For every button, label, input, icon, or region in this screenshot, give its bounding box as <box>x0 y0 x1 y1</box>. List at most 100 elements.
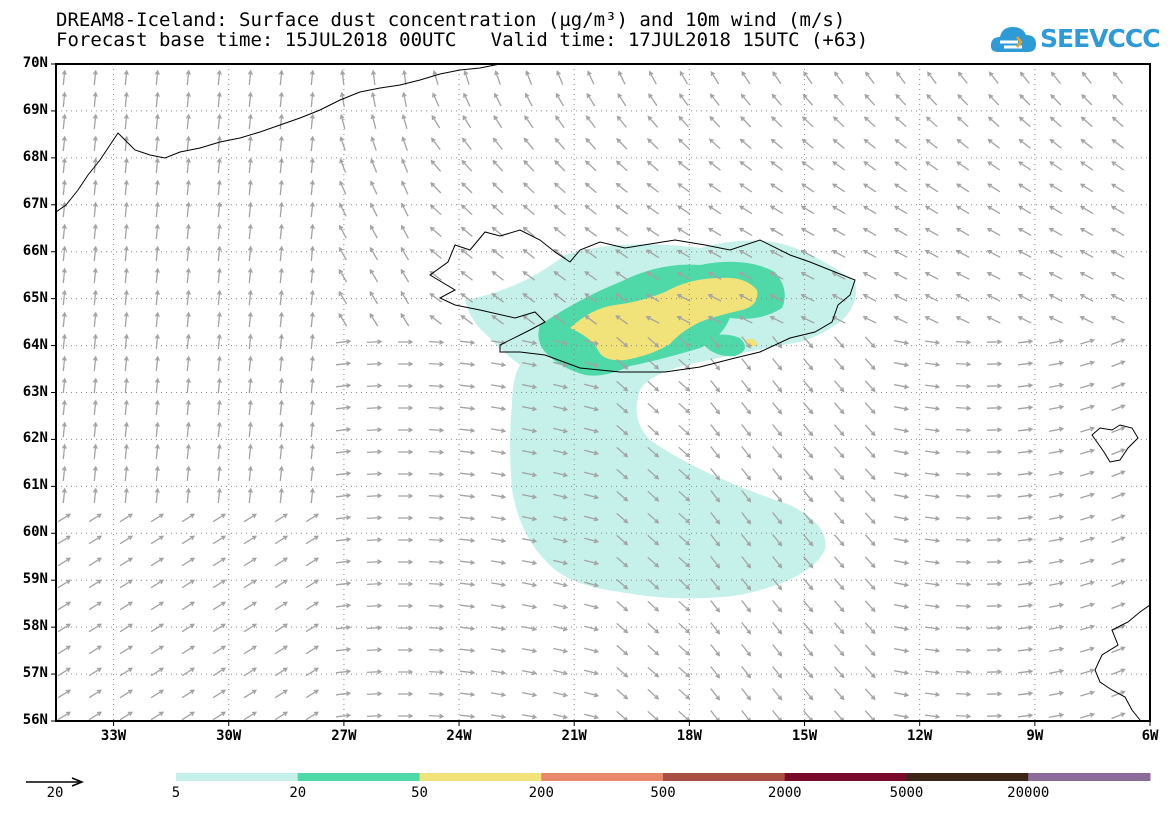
wind-arrow <box>553 471 569 478</box>
wind-arrow <box>676 271 691 280</box>
wind-arrow <box>88 601 103 611</box>
wind-arrow <box>803 600 814 613</box>
wind-arrow <box>677 183 690 193</box>
wind-arrow <box>833 93 845 106</box>
colorbar-label: 50 <box>411 785 428 801</box>
wind-arrow <box>428 383 445 389</box>
wind-arrow <box>553 537 569 544</box>
wind-arrow <box>986 339 1003 345</box>
wind-arrow <box>493 114 503 129</box>
wind-arrow <box>305 535 320 545</box>
wind-arrow <box>123 443 129 460</box>
wind-arrow <box>893 450 910 456</box>
wind-arrow <box>370 158 378 173</box>
wind-arrow <box>92 377 98 394</box>
wind-arrow <box>119 623 134 633</box>
wind-arrow <box>335 449 352 455</box>
wind-arrow <box>92 289 98 306</box>
wind-arrow <box>274 667 289 677</box>
wind-arrow <box>216 157 222 174</box>
wind-arrow <box>1080 558 1095 565</box>
wind-arrow <box>584 204 597 215</box>
wind-arrow <box>428 361 445 367</box>
wind-arrow <box>707 249 722 258</box>
wind-arrow <box>986 427 1003 433</box>
wind-arrow <box>119 689 134 699</box>
wind-arrow <box>1019 71 1030 84</box>
wind-arrow <box>247 333 253 350</box>
wind-arrow <box>925 515 941 521</box>
wind-arrow <box>553 691 569 698</box>
wind-arrow <box>772 600 783 613</box>
wind-arrow <box>1079 316 1094 324</box>
wind-arrow <box>92 355 98 372</box>
wind-arrow <box>123 355 129 372</box>
wind-arrow <box>490 648 507 654</box>
wind-arrow <box>769 316 784 324</box>
wind-arrow <box>1110 227 1125 236</box>
wind-arrow <box>309 157 315 174</box>
wind-arrow <box>366 427 383 433</box>
wind-arrow <box>677 138 690 150</box>
wind-arrow <box>119 513 134 523</box>
wind-arrow <box>1017 205 1032 215</box>
wind-arrow <box>678 556 691 568</box>
wind-arrow <box>584 581 600 588</box>
wind-arrow <box>61 311 67 328</box>
wind-arrow <box>309 69 315 86</box>
wind-arrow <box>647 688 660 700</box>
wind-arrow <box>646 182 659 193</box>
wind-arrow <box>525 92 533 107</box>
wind-arrow <box>247 179 253 196</box>
wind-arrow <box>1080 161 1094 171</box>
wind-arrow <box>555 115 565 129</box>
wind-arrow <box>429 314 442 325</box>
wind-arrow <box>1110 272 1125 280</box>
colorbar-segment <box>784 773 907 781</box>
wind-arrow <box>459 625 476 631</box>
wind-arrow <box>366 625 383 631</box>
coastlines <box>56 64 1150 721</box>
wind-arrow <box>181 711 196 721</box>
wind-arrow <box>309 465 315 482</box>
wind-arrow <box>833 380 845 393</box>
wind-arrow <box>553 248 566 259</box>
wind-arrow <box>247 69 253 86</box>
wind-arrow <box>864 512 876 525</box>
wind-arrow <box>893 183 908 193</box>
wind-arrow <box>366 713 383 719</box>
wind-arrow <box>278 399 284 416</box>
wind-arrow <box>57 667 72 677</box>
wind-arrow <box>833 446 845 459</box>
wind-arrow <box>154 179 160 196</box>
wind-arrow <box>617 92 627 107</box>
wind-arrow <box>278 223 284 240</box>
wind-arrow <box>833 424 845 437</box>
wind-arrow <box>57 689 72 699</box>
wind-arrow <box>61 487 67 504</box>
wind-arrow <box>185 399 191 416</box>
wind-arrow <box>335 581 352 587</box>
wind-arrow <box>309 355 315 372</box>
colorbar-segment <box>419 773 542 781</box>
wind-arrow <box>709 93 720 106</box>
wind-arrow <box>123 201 129 218</box>
wind-arrow <box>893 384 910 390</box>
wind-arrow <box>1080 624 1095 631</box>
wind-arrow <box>647 358 660 370</box>
wind-arrow <box>216 245 222 262</box>
wind-arrow <box>833 578 845 591</box>
wind-arrow <box>1080 690 1095 697</box>
wind-arrow <box>772 688 783 701</box>
wind-arrow <box>492 137 503 150</box>
wind-arrow <box>1048 624 1065 631</box>
wind-arrow <box>986 272 1001 280</box>
wind-arrow <box>955 669 972 675</box>
wind-arrow <box>305 645 320 655</box>
wind-arrow <box>339 91 345 108</box>
wind-arrow <box>309 223 315 240</box>
wind-arrow <box>803 336 814 349</box>
wind-arrow <box>1017 647 1034 653</box>
wind-arrow <box>154 399 160 416</box>
wind-arrow <box>57 623 72 633</box>
